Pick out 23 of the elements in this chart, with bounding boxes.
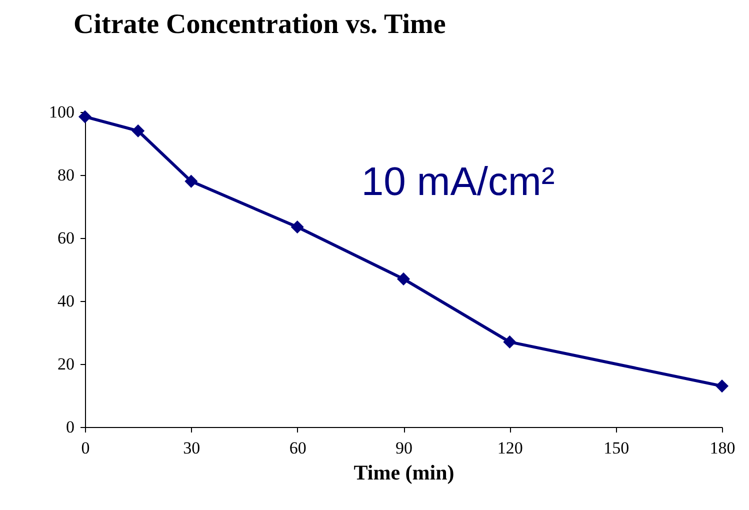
y-tick-label: 0 bbox=[66, 418, 74, 436]
x-tick-label: 180 bbox=[710, 438, 736, 458]
y-tick-label: 80 bbox=[58, 166, 74, 184]
chart-title: Citrate Concentration vs. Time bbox=[74, 9, 446, 40]
x-tick-label: 30 bbox=[183, 438, 200, 458]
y-tick-label: 20 bbox=[58, 354, 74, 374]
x-tick-label: 150 bbox=[604, 438, 630, 458]
annotation: 10 mA/cm² bbox=[361, 160, 555, 204]
x-tick-label: 90 bbox=[396, 438, 412, 458]
y-tick-label: 100 bbox=[49, 102, 74, 122]
point bbox=[715, 380, 729, 393]
y-tick-label: 60 bbox=[58, 228, 74, 248]
point bbox=[503, 335, 516, 348]
x-tick-label: 0 bbox=[81, 438, 90, 458]
x-tick-label: 120 bbox=[497, 438, 523, 458]
point bbox=[290, 220, 304, 234]
x-axis-title: Time (min) bbox=[354, 460, 454, 484]
x-tick-label: 60 bbox=[289, 438, 306, 458]
y-tick-label: 40 bbox=[58, 292, 74, 310]
point bbox=[132, 124, 145, 138]
point bbox=[396, 272, 410, 286]
point bbox=[184, 174, 198, 188]
point bbox=[78, 110, 92, 124]
